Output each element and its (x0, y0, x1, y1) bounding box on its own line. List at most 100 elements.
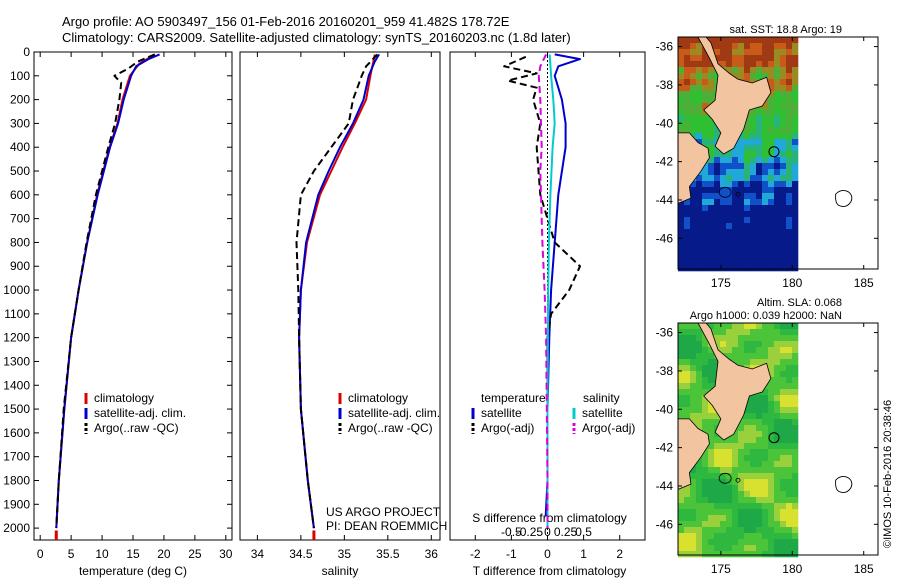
contour-ring (735, 477, 741, 483)
map-cell (774, 485, 781, 492)
map-cell (768, 205, 775, 212)
map-cell (678, 365, 685, 372)
map-cell (696, 353, 703, 360)
map-cell (726, 497, 733, 504)
map-cell (720, 503, 727, 510)
y-tick-label: 1800 (3, 473, 30, 487)
map-cell (750, 223, 757, 230)
map-cell (690, 491, 697, 498)
y-tick-label: 1200 (3, 331, 30, 345)
map-cell (714, 247, 721, 254)
map-cell (726, 449, 733, 456)
map-cell (750, 431, 757, 438)
map-cell (720, 193, 727, 200)
map-cell (762, 139, 769, 146)
map-cell (720, 533, 727, 540)
map-cell (792, 127, 799, 134)
map-cell (714, 485, 721, 492)
map-cell (750, 347, 757, 354)
map-cell (792, 461, 799, 468)
map-cell (762, 449, 769, 456)
map-cell (762, 341, 769, 348)
map-cell (702, 347, 709, 354)
map-cell (786, 473, 793, 480)
map-cell (720, 335, 727, 342)
map-cell (714, 235, 721, 242)
map-cell (774, 377, 781, 384)
map-cell (756, 235, 763, 242)
map-cell (708, 217, 715, 224)
map-cell (684, 259, 691, 266)
map-cell (684, 527, 691, 534)
map-cell (738, 485, 745, 492)
map-cell (744, 443, 751, 450)
map-cell (744, 73, 751, 80)
map-cell (690, 127, 697, 134)
legend-label: satellite-adj. clim. (94, 406, 186, 420)
map-cell (684, 545, 691, 552)
map-cell (684, 79, 691, 86)
map-cell (780, 259, 787, 266)
map-cell (678, 407, 685, 414)
map-cell (726, 151, 733, 158)
map-cell (702, 359, 709, 366)
map-cell (684, 407, 691, 414)
map-cell (738, 455, 745, 462)
y-tick-label: 400 (10, 140, 30, 154)
map-cell (792, 467, 799, 474)
map-cell (744, 347, 751, 354)
map-cell (714, 187, 721, 194)
map-cell (732, 151, 739, 158)
map-cell (786, 497, 793, 504)
map-cell (780, 455, 787, 462)
map-cell (732, 473, 739, 480)
map-cell (780, 121, 787, 128)
map-cell (696, 383, 703, 390)
y-tick-label: 700 (10, 212, 30, 226)
map-cell (750, 437, 757, 444)
map-y-tick-label: -38 (656, 78, 674, 92)
map-cell (732, 485, 739, 492)
map-cell (702, 479, 709, 486)
map-cell (738, 545, 745, 552)
map-cell (786, 479, 793, 486)
map-cell (786, 431, 793, 438)
map-cell (690, 241, 697, 248)
map-cell (750, 473, 757, 480)
map-cell (780, 545, 787, 552)
y-tick-label: 1500 (3, 402, 30, 416)
map-cell (696, 97, 703, 104)
map-cell (708, 497, 715, 504)
map-cell (768, 323, 775, 330)
map-cell (708, 449, 715, 456)
map-cell (702, 401, 709, 408)
map-cell (732, 503, 739, 510)
map-cell (786, 169, 793, 176)
map-cell (696, 175, 703, 182)
map-cell (708, 61, 715, 68)
map-cell (768, 181, 775, 188)
map-cell (678, 97, 685, 104)
plot-frame (33, 51, 233, 541)
map-cell (720, 473, 727, 480)
map-cell (714, 49, 721, 56)
map-cell (714, 229, 721, 236)
map-cell (690, 259, 697, 266)
map-cell (750, 79, 757, 86)
y-tick-label: 1400 (3, 378, 30, 392)
map-cell (738, 49, 745, 56)
map-cell (678, 247, 685, 254)
map-cell (726, 247, 733, 254)
map-frame (677, 322, 879, 556)
map-cell (774, 359, 781, 366)
map-cell (708, 323, 715, 330)
map-cell (792, 419, 799, 426)
map-cell (720, 223, 727, 230)
map-cell (774, 121, 781, 128)
map-cell (780, 503, 787, 510)
map-cell (762, 181, 769, 188)
map-cell (750, 443, 757, 450)
map-cell (720, 497, 727, 504)
map-cell (774, 395, 781, 402)
map-cell (708, 455, 715, 462)
